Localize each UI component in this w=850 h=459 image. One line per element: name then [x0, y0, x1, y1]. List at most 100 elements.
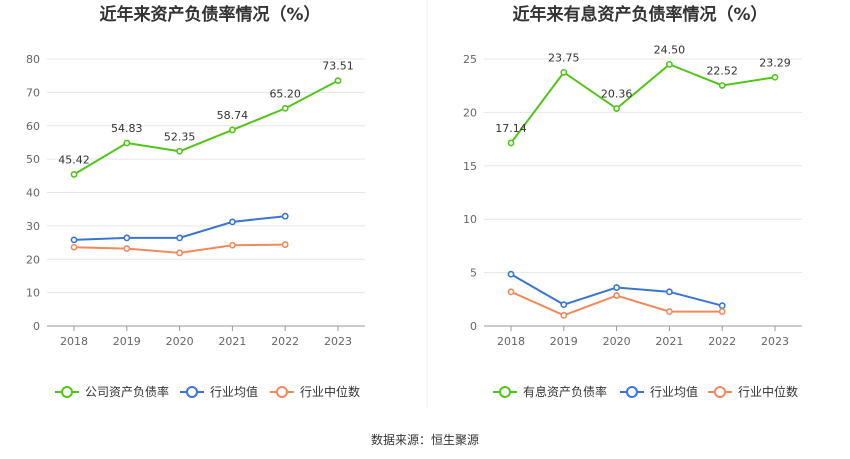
data-point	[123, 245, 131, 252]
chart-debt-ratio: 近年来资产负债率情况（%） 0 10 20 30 40 50 60 70 80 2018 2019 2…	[26, 4, 365, 399]
series-line	[510, 63, 776, 144]
x-tick-label: 2019	[113, 335, 141, 348]
data-source-note: 数据来源：恒生聚源	[371, 432, 479, 447]
y-tick-label: 10	[26, 287, 40, 300]
legend-swatch-marker	[276, 386, 288, 398]
data-point	[771, 73, 779, 81]
data-point	[613, 105, 620, 112]
data-label: 73.51	[322, 60, 354, 73]
y-tick-label: 30	[26, 220, 40, 233]
x-tick-label: 2020	[166, 335, 194, 348]
data-point	[560, 301, 568, 309]
data-point	[176, 249, 183, 257]
data-point	[718, 302, 726, 310]
data-point	[507, 288, 515, 296]
data-point	[560, 68, 568, 76]
data-point	[718, 82, 726, 89]
data-label: 54.83	[111, 122, 143, 135]
data-point	[70, 243, 78, 251]
series-2	[507, 288, 726, 319]
data-point	[176, 234, 183, 242]
data-point	[613, 292, 620, 299]
series-2	[70, 241, 289, 257]
data-point	[666, 288, 673, 296]
data-point	[281, 104, 289, 112]
data-label: 17.14	[495, 122, 527, 135]
y-tick-label: 40	[26, 187, 40, 200]
data-point	[718, 308, 726, 315]
x-tick-label: 2023	[761, 335, 789, 348]
y-tick-label: 10	[463, 213, 477, 226]
x-tick-label: 2021	[655, 335, 683, 348]
data-point	[281, 241, 289, 248]
x-tick-label: 2021	[218, 335, 246, 348]
legend-label: 有息资产负债率	[523, 384, 607, 399]
data-label: 52.35	[164, 130, 196, 143]
x-tick-label: 2023	[324, 335, 352, 348]
y-tick-label: 50	[26, 153, 40, 166]
legend-swatch-marker	[61, 386, 73, 398]
legend-label: 行业均值	[650, 384, 698, 399]
legend-item[interactable]: 公司资产负债率	[55, 384, 169, 399]
data-point	[613, 284, 620, 291]
legend-item[interactable]: 行业中位数	[270, 384, 360, 399]
x-tick-label: 2020	[603, 335, 631, 348]
legend-item[interactable]: 行业均值	[180, 384, 258, 399]
legend-label: 行业中位数	[738, 384, 798, 399]
data-label: 23.75	[548, 51, 580, 64]
data-point	[228, 126, 236, 134]
y-tick-label: 0	[470, 320, 477, 333]
legend-label: 公司资产负债率	[85, 384, 169, 399]
data-point	[176, 147, 183, 155]
data-label: 65.20	[269, 87, 301, 100]
legend-item[interactable]: 行业均值	[620, 384, 698, 399]
legend-swatch-marker	[499, 386, 511, 398]
legend-swatch-marker	[186, 386, 198, 398]
data-label: 58.74	[217, 109, 249, 122]
data-label: 20.36	[601, 88, 633, 101]
chart-interest-bearing-debt-ratio: 近年来有息资产负债率情况（%） 0 5 10 15 20 25 2018 2019 2020 20…	[463, 4, 802, 399]
y-tick-label: 20	[463, 106, 477, 119]
y-tick-label: 15	[463, 160, 477, 173]
data-label: 24.50	[654, 43, 686, 56]
data-label: 45.42	[58, 153, 90, 166]
series-0: 45.42 54.83 52.35 58.74 65.20 73.51	[58, 60, 354, 178]
data-point	[507, 270, 515, 278]
data-point	[560, 311, 568, 319]
chart-title: 近年来有息资产负债率情况（%）	[512, 4, 767, 25]
data-point	[666, 60, 673, 68]
x-tick-label: 2018	[497, 335, 525, 348]
data-point	[123, 139, 131, 147]
series-0: 17.14 23.75 20.36 24.50 22.52 23.29	[495, 43, 791, 147]
data-point	[70, 236, 78, 244]
y-tick-label: 20	[26, 253, 40, 266]
legend-item[interactable]: 行业中位数	[708, 384, 798, 399]
data-point	[228, 218, 236, 226]
data-label: 22.52	[706, 64, 738, 77]
legend-swatch-marker	[626, 386, 638, 398]
y-tick-label: 25	[463, 53, 477, 66]
chart-title: 近年来资产负债率情况（%）	[99, 4, 320, 25]
data-point	[334, 77, 342, 85]
y-tick-label: 0	[33, 320, 40, 333]
y-tick-label: 80	[26, 53, 40, 66]
x-tick-label: 2022	[271, 335, 299, 348]
data-point	[70, 171, 78, 178]
data-label: 23.29	[759, 56, 791, 69]
legend-item[interactable]: 有息资产负债率	[493, 384, 607, 399]
data-point	[507, 139, 515, 147]
x-tick-label: 2022	[708, 335, 736, 348]
y-tick-label: 60	[26, 120, 40, 133]
x-tick-label: 2019	[550, 335, 578, 348]
series-line	[73, 79, 339, 176]
x-tick-label: 2018	[60, 335, 88, 348]
legend-label: 行业中位数	[300, 384, 360, 399]
data-point	[123, 234, 131, 242]
y-tick-label: 5	[470, 267, 477, 280]
series-1	[70, 212, 289, 244]
data-point	[228, 241, 236, 249]
data-point	[281, 212, 289, 220]
legend-label: 行业均值	[210, 384, 258, 399]
data-point	[666, 308, 673, 315]
